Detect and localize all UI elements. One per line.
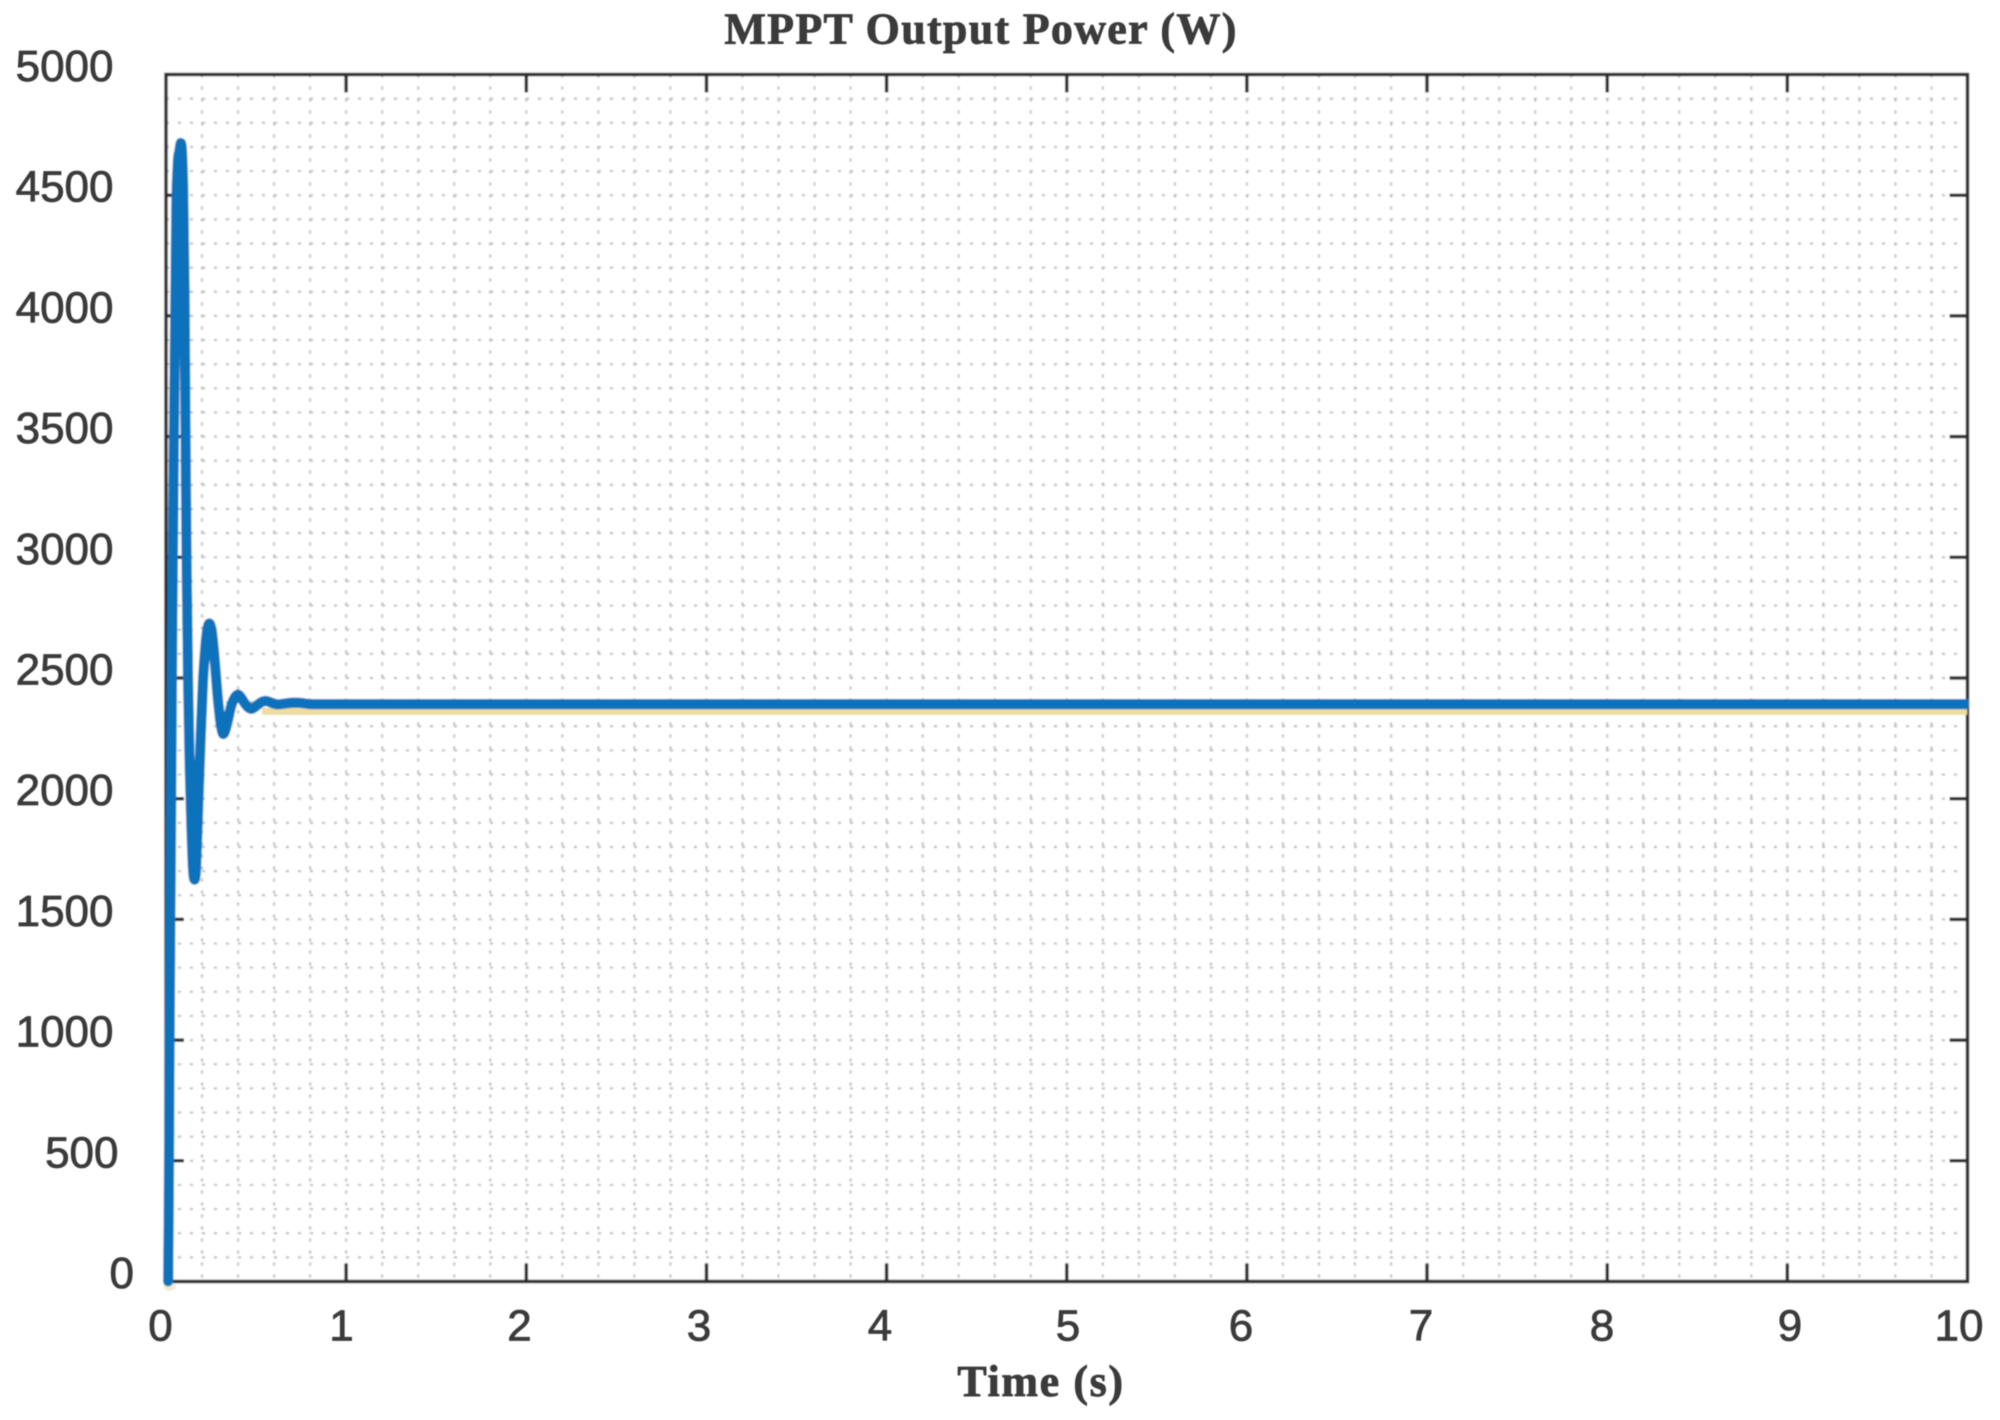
svg-text:1500: 1500	[16, 887, 114, 936]
svg-text:4500: 4500	[16, 163, 114, 212]
svg-text:0: 0	[110, 1249, 134, 1298]
svg-text:4000: 4000	[16, 283, 114, 332]
svg-text:9: 9	[1778, 1302, 1802, 1351]
svg-text:0: 0	[148, 1302, 172, 1351]
svg-text:1: 1	[329, 1302, 353, 1351]
svg-text:8: 8	[1590, 1302, 1614, 1351]
svg-text:5000: 5000	[16, 42, 114, 91]
svg-text:MPPT Output Power (W): MPPT Output Power (W)	[724, 5, 1237, 54]
svg-text:5: 5	[1056, 1302, 1080, 1351]
svg-text:500: 500	[45, 1128, 118, 1177]
svg-text:3000: 3000	[16, 525, 114, 574]
svg-text:7: 7	[1409, 1302, 1433, 1351]
svg-text:2500: 2500	[16, 646, 114, 695]
svg-text:10: 10	[1935, 1302, 1984, 1351]
svg-text:3500: 3500	[16, 404, 114, 453]
svg-text:2: 2	[507, 1302, 531, 1351]
svg-text:3: 3	[687, 1302, 711, 1351]
svg-text:Time (s): Time (s)	[957, 1357, 1124, 1406]
svg-text:1000: 1000	[16, 1008, 114, 1057]
svg-text:2000: 2000	[16, 766, 114, 815]
svg-text:4: 4	[868, 1302, 892, 1351]
svg-text:6: 6	[1229, 1302, 1253, 1351]
